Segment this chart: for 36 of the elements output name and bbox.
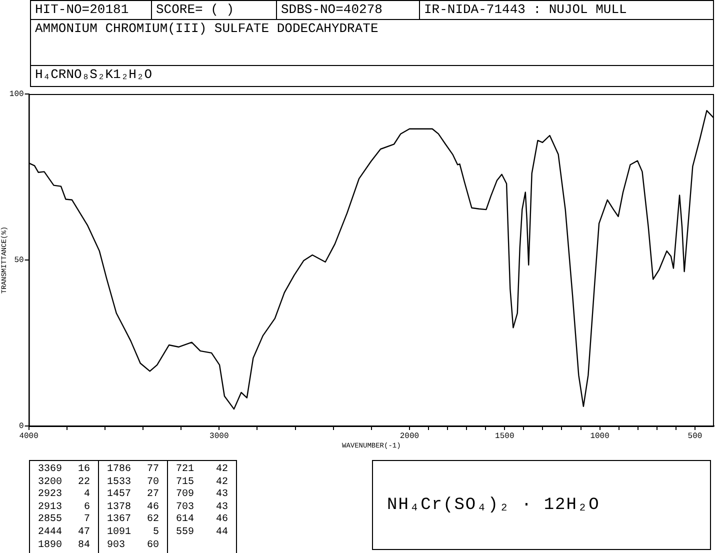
chart-title: AMMONIUM CHROMIUM(III) SULFATE DODECAHYDRATE — [31, 20, 713, 66]
text: 1378 46 — [107, 502, 159, 513]
text: SDBS-NO=40278 — [277, 1, 420, 19]
x-tick-label: 4000 — [19, 432, 39, 441]
x-tick-label: 500 — [688, 432, 702, 441]
text: SCORE= ( ) — [152, 1, 277, 19]
text: 2913 6 — [38, 502, 90, 513]
y-tick-label: 50 — [14, 256, 24, 266]
text: 614 46 — [176, 514, 228, 526]
text: IR-NIDA-71443 : NUJOL MULL — [423, 1, 628, 19]
text: 2855 7 — [38, 514, 90, 526]
text: 2444 47 — [38, 526, 90, 538]
text: 715 42 — [176, 476, 228, 488]
y-tick-label: 100 — [9, 90, 24, 100]
text: 3200 22 — [38, 476, 90, 488]
text: 1890 84 — [38, 540, 90, 551]
text: NH₄Cr(SO₄)₂ · 12H₂O — [372, 460, 711, 550]
x-tick-label: 2000 — [400, 432, 420, 441]
chart-subtitle: H₄CRNO₈S₂K1₂H₂O — [34, 66, 154, 83]
text: 1091 5 — [107, 526, 159, 538]
x-tick-label: 1000 — [590, 432, 610, 441]
x-tick-label: 1500 — [495, 432, 514, 441]
text: 703 43 — [176, 502, 228, 513]
text: 721 42 — [176, 464, 228, 475]
y-tick-label: 0 — [18, 422, 24, 432]
text: 1367 62 — [107, 514, 159, 526]
text: 1533 70 — [107, 476, 159, 488]
text: 559 44 — [176, 526, 228, 538]
text: 3369 16 — [38, 464, 90, 475]
text: 1786 77 — [107, 464, 159, 475]
text: HIT-NO=20181 — [31, 1, 152, 19]
text: 2923 4 — [38, 489, 90, 500]
text: 903 60 — [107, 540, 159, 551]
text: 709 43 — [176, 489, 228, 500]
x-tick-label: 3000 — [210, 432, 229, 441]
text: 1457 27 — [107, 489, 159, 500]
